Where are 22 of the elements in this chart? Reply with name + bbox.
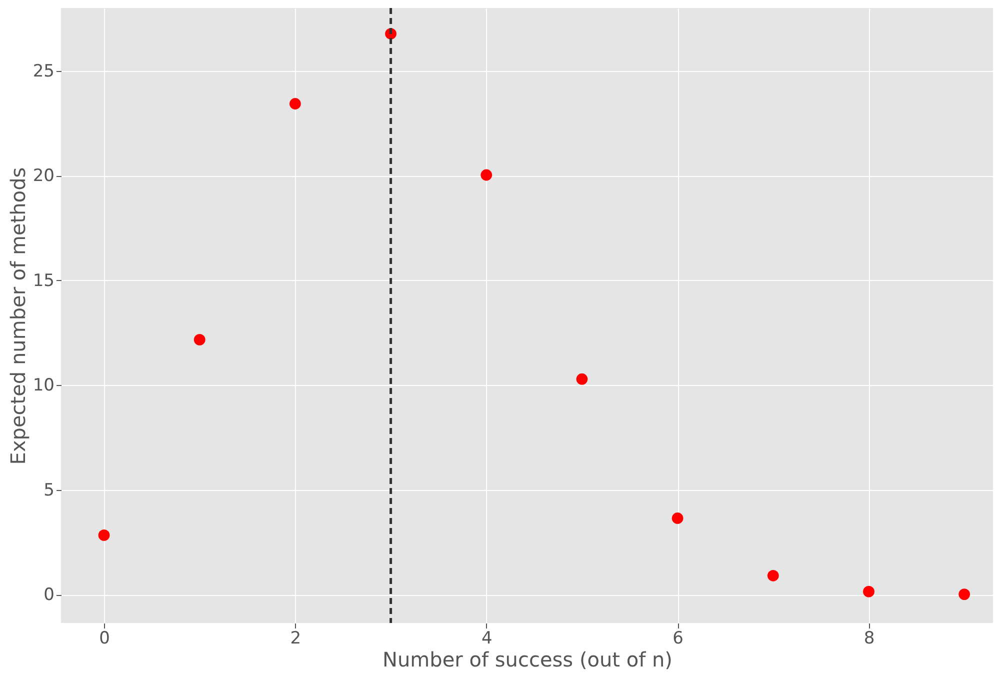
- x-tick-label: 8: [864, 628, 875, 648]
- x-tick-label: 2: [290, 628, 302, 648]
- x-axis-title: Number of success (out of n): [382, 648, 672, 672]
- x-tick-label: 0: [99, 628, 110, 648]
- point: [958, 588, 970, 600]
- y-tick-label: 0: [44, 585, 54, 606]
- x-tick-label: 6: [672, 628, 684, 648]
- y-tick-label: 25: [32, 61, 54, 82]
- point: [863, 586, 874, 598]
- point: [480, 169, 492, 181]
- point: [576, 373, 588, 385]
- y-tick-label: 20: [32, 166, 54, 186]
- point: [767, 570, 779, 582]
- point: [289, 98, 301, 110]
- y-tick-label: 15: [32, 270, 54, 291]
- point: [672, 512, 684, 524]
- point: [98, 530, 110, 541]
- y-tick-label: 5: [44, 480, 54, 500]
- point: [194, 334, 206, 346]
- x-tick-label: 4: [481, 628, 492, 648]
- y-tick-label: 10: [32, 376, 54, 396]
- y-axis-title: Expected number of methods: [6, 167, 30, 465]
